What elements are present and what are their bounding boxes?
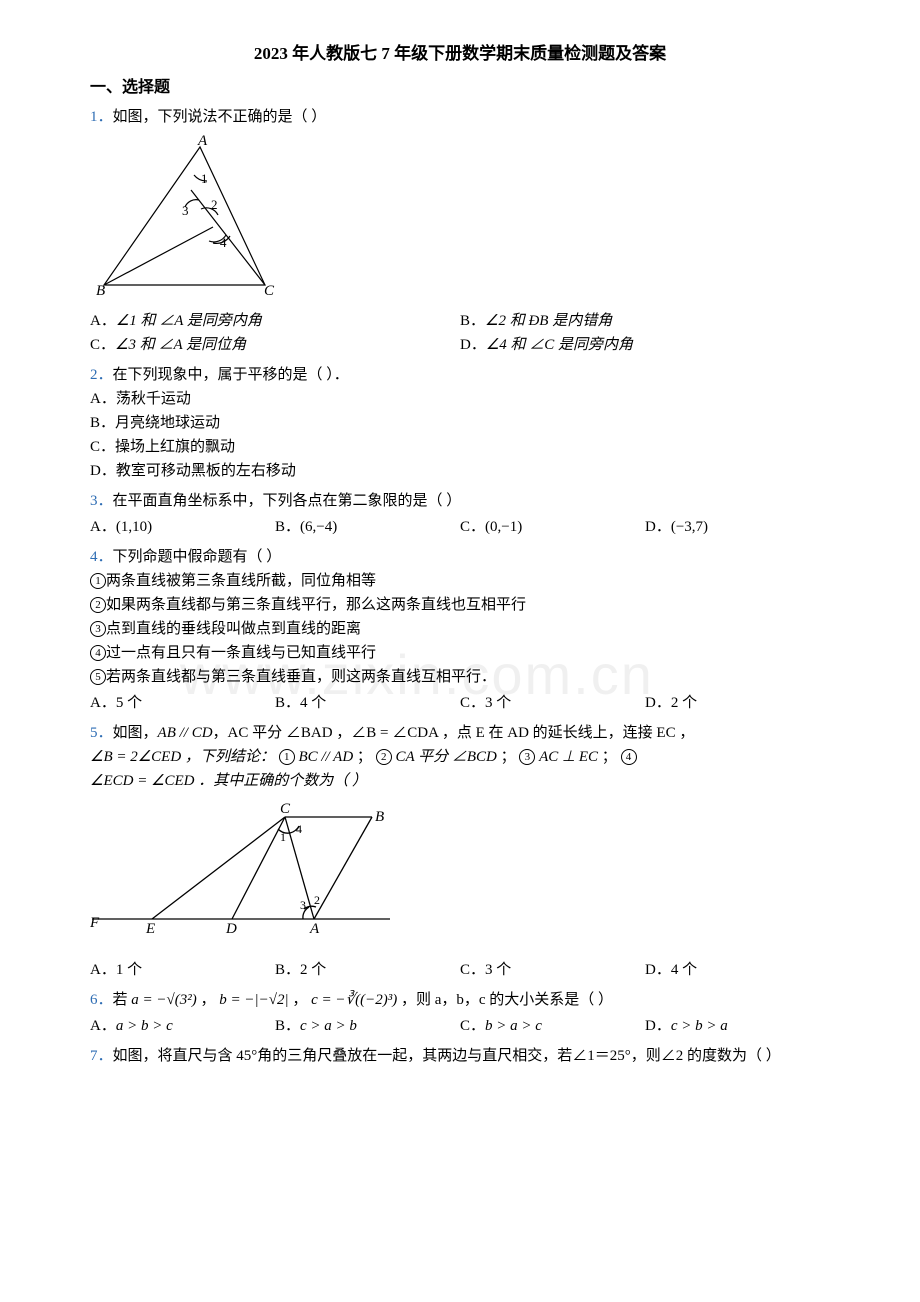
question-5: 5．如图，AB // CD，AC 平分 ∠BAD ，∠B = ∠CDA ，点 E…: [90, 721, 830, 982]
q5-c2n: 2: [376, 749, 392, 765]
q6-optA: a > b > c: [116, 1018, 173, 1034]
q4-s1: 两条直线被第三条直线所截，同位角相等: [106, 573, 376, 589]
q4-s5: 若两条直线都与第三条直线垂直，则这两条直线互相平行．: [106, 669, 496, 685]
q2-optB: B．月亮绕地球运动: [90, 411, 830, 435]
svg-text:4: 4: [220, 235, 227, 250]
q6-tb: ，则 a，b，c 的大小关系是（ ）: [401, 992, 613, 1008]
q5-c1: BC // AD: [298, 749, 353, 765]
svg-text:4: 4: [296, 822, 302, 836]
q7-text: 如图，将直尺与含 45°角的三角尺叠放在一起，其两边与直尺相交，若∠1＝25°，…: [113, 1048, 781, 1064]
q3-optA: (1,10): [116, 519, 152, 535]
q4-optC: 3 个: [485, 695, 511, 711]
q6-num: 6．: [90, 992, 113, 1008]
q1-text: 如图，下列说法不正确的是（ ）: [113, 109, 327, 125]
circled-2: 2: [90, 597, 106, 613]
q4-s4: 过一点有且只有一条直线与已知直线平行: [106, 645, 376, 661]
q6-optB: c > a > b: [300, 1018, 357, 1034]
question-1: 1．如图，下列说法不正确的是（ ） A B C 1 3: [90, 105, 830, 357]
q5-c3: AC ⊥ EC: [539, 749, 598, 765]
svg-text:A: A: [197, 135, 208, 149]
q1-optC: ∠3 和 ∠A 是同位角: [115, 337, 246, 353]
svg-text:3: 3: [300, 898, 306, 912]
question-3: 3．在平面直角坐标系中，下列各点在第二象限的是（ ） A．(1,10) B．(6…: [90, 489, 830, 539]
q2-text: 在下列现象中，属于平移的是（ ）．: [113, 367, 349, 383]
svg-text:2: 2: [314, 893, 320, 907]
svg-text:F: F: [90, 915, 100, 931]
svg-text:2: 2: [211, 197, 218, 212]
q1-figure: A B C 1 3 2 4: [90, 135, 830, 303]
q5-t1a: 如图，: [113, 725, 158, 741]
q4-optD: 2 个: [671, 695, 697, 711]
circled-5: 5: [90, 669, 106, 685]
q6-a: a = −√(3²): [131, 992, 196, 1008]
q3-optC: (0,−1): [485, 519, 522, 535]
q1-optB: ∠2 和 ÐB 是内错角: [485, 313, 612, 329]
q5-t1c: ，AC 平分 ∠BAD ，∠B = ∠CDA ，点 E 在 AD 的延长线上，连…: [213, 725, 695, 741]
q5-t1b: AB // CD: [158, 725, 213, 741]
question-7: 7．如图，将直尺与含 45°角的三角尺叠放在一起，其两边与直尺相交，若∠1＝25…: [90, 1044, 830, 1068]
svg-text:1: 1: [201, 171, 208, 186]
q4-s3: 点到直线的垂线段叫做点到直线的距离: [106, 621, 361, 637]
q7-num: 7．: [90, 1048, 113, 1064]
q5-num: 5．: [90, 725, 113, 741]
q2-num: 2．: [90, 367, 113, 383]
q4-text: 下列命题中假命题有（ ）: [113, 549, 282, 565]
q3-num: 3．: [90, 493, 113, 509]
q5-c3n: 3: [519, 749, 535, 765]
q5-c1n: 1: [279, 749, 295, 765]
circled-1: 1: [90, 573, 106, 589]
svg-text:C: C: [264, 283, 275, 295]
q1-optA: ∠1 和 ∠A 是同旁内角: [116, 313, 262, 329]
q5-optB: 2 个: [300, 962, 326, 978]
svg-text:D: D: [225, 921, 237, 937]
svg-text:A: A: [309, 921, 320, 937]
q1-optD: ∠4 和 ∠C 是同旁内角: [486, 337, 633, 353]
q6-c: c = −∛((−2)³): [311, 992, 397, 1008]
q6-ta: 若: [113, 992, 132, 1008]
q4-optA: 5 个: [116, 695, 142, 711]
q3-optB: (6,−4): [300, 519, 337, 535]
q5-figure: F E D A C B 1 4 3 2: [90, 799, 830, 952]
q5-c4n: 4: [621, 749, 637, 765]
q5-c2: CA 平分 ∠BCD: [395, 749, 496, 765]
q5-t3: ∠ECD = ∠CED ．其中正确的个数为（ ）: [90, 773, 367, 789]
q4-optB: 4 个: [300, 695, 326, 711]
q2-optD: D．教室可移动黑板的左右移动: [90, 459, 830, 483]
q4-num: 4．: [90, 549, 113, 565]
svg-text:E: E: [145, 921, 155, 937]
circled-3: 3: [90, 621, 106, 637]
q5-t2a: ∠B = 2∠CED ，下列结论：: [90, 749, 275, 765]
circled-4: 4: [90, 645, 106, 661]
q3-text: 在平面直角坐标系中，下列各点在第二象限的是（ ）: [113, 493, 462, 509]
svg-text:B: B: [375, 809, 384, 825]
q6-b: b = −|−√2|: [219, 992, 288, 1008]
svg-text:1: 1: [280, 830, 286, 844]
q6-optC: b > a > c: [485, 1018, 542, 1034]
question-2: 2．在下列现象中，属于平移的是（ ）． A．荡秋千运动 B．月亮绕地球运动 C．…: [90, 363, 830, 483]
q1-num: 1．: [90, 109, 113, 125]
q5-optD: 4 个: [671, 962, 697, 978]
svg-text:B: B: [96, 283, 105, 295]
q5-optA: 1 个: [116, 962, 142, 978]
page-title: 2023 年人教版七 7 年级下册数学期末质量检测题及答案: [90, 40, 830, 67]
svg-text:3: 3: [182, 203, 189, 218]
q6-optD: c > b > a: [671, 1018, 728, 1034]
q3-optD: (−3,7): [671, 519, 708, 535]
question-6: 6．若 a = −√(3²) ， b = −|−√2| ， c = −∛((−2…: [90, 988, 830, 1038]
q2-optA: A．荡秋千运动: [90, 387, 830, 411]
q2-optC: C．操场上红旗的飘动: [90, 435, 830, 459]
section-header: 一、选择题: [90, 75, 830, 101]
q5-optC: 3 个: [485, 962, 511, 978]
q4-s2: 如果两条直线都与第三条直线平行，那么这两条直线也互相平行: [106, 597, 526, 613]
question-4: 4．下列命题中假命题有（ ） 1两条直线被第三条直线所截，同位角相等 2如果两条…: [90, 545, 830, 715]
svg-text:C: C: [280, 801, 291, 817]
